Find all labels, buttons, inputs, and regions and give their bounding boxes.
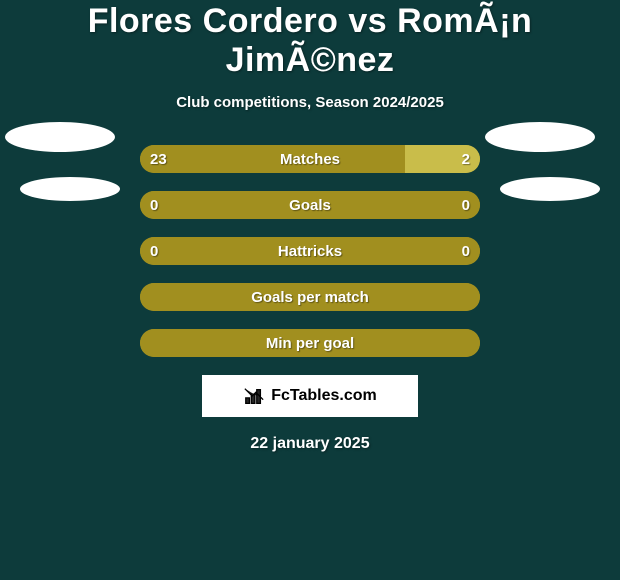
player-right-avatar	[485, 122, 595, 152]
stat-bar: 00Hattricks	[140, 237, 480, 265]
bars-icon	[243, 385, 265, 407]
stat-bar: 232Matches	[140, 145, 480, 173]
brand-box: FcTables.com	[202, 375, 418, 417]
player-left-avatar	[5, 122, 115, 152]
stat-bar: Goals per match	[140, 283, 480, 311]
stat-label: Min per goal	[140, 329, 480, 357]
stat-row: Goals per match	[0, 283, 620, 311]
stat-bar: 00Goals	[140, 191, 480, 219]
stat-label: Matches	[140, 145, 480, 173]
brand-text: FcTables.com	[271, 387, 377, 405]
stat-bar: Min per goal	[140, 329, 480, 357]
date-text: 22 january 2025	[0, 435, 620, 453]
comparison-card: Flores Cordero vs RomÃ¡n JimÃ©nez Club c…	[0, 0, 620, 453]
stat-label: Goals	[140, 191, 480, 219]
subtitle: Club competitions, Season 2024/2025	[0, 94, 620, 111]
stat-rows: 232Matches 00Goals 00Hattricks Goals per ma…	[0, 145, 620, 357]
stat-label: Hattricks	[140, 237, 480, 265]
page-title: Flores Cordero vs RomÃ¡n JimÃ©nez	[0, 2, 620, 80]
stat-row: Min per goal	[0, 329, 620, 357]
stat-row: 00Hattricks	[0, 237, 620, 265]
stat-label: Goals per match	[140, 283, 480, 311]
player-left-shadow	[20, 177, 120, 201]
player-right-shadow	[500, 177, 600, 201]
